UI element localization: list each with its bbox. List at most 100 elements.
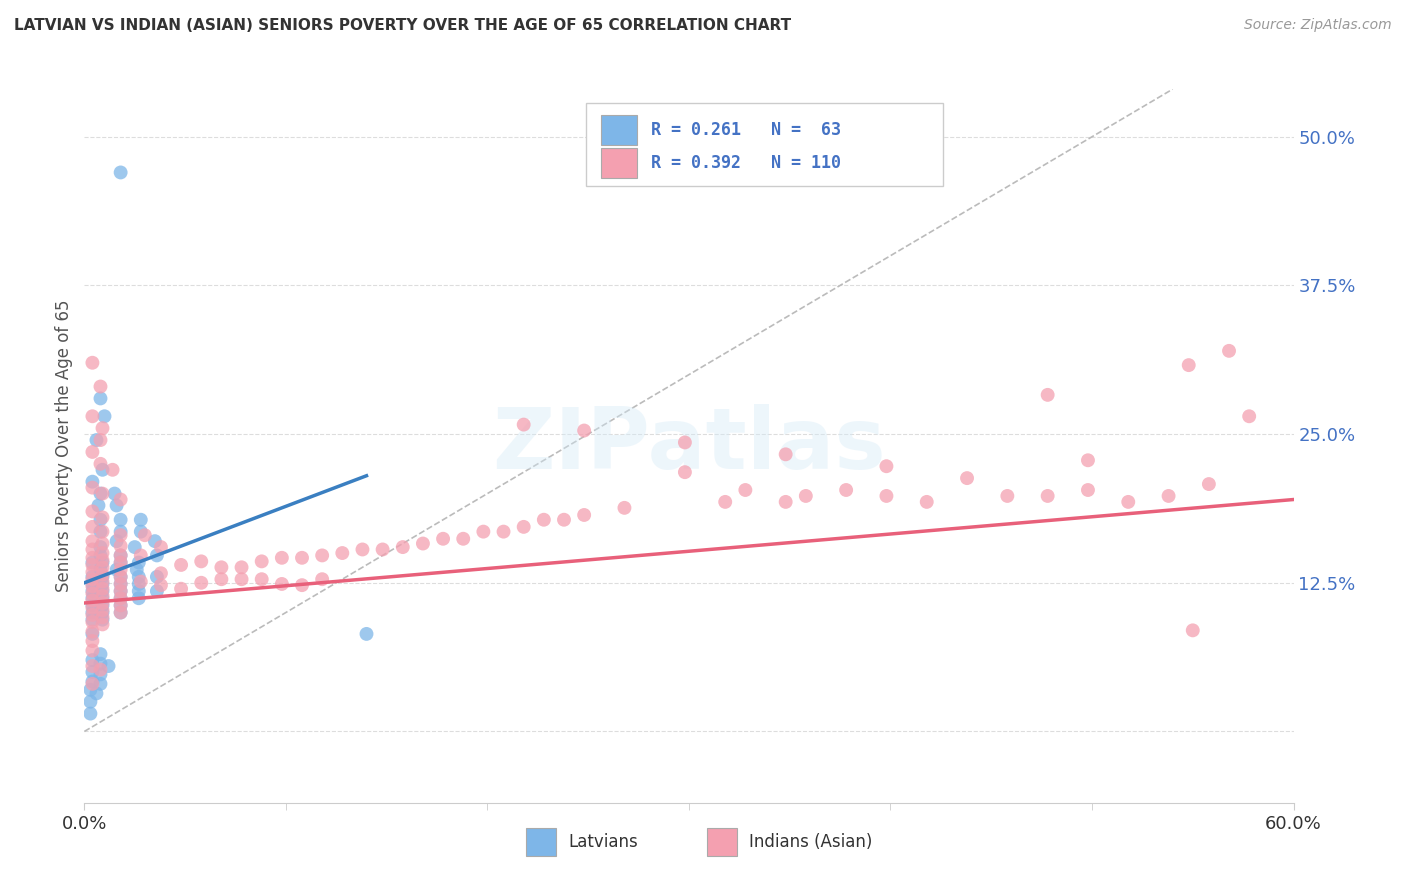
Point xyxy=(89,667,111,681)
Point xyxy=(915,495,938,509)
Point xyxy=(613,500,636,515)
Point xyxy=(110,591,132,606)
Point xyxy=(673,465,696,479)
Point xyxy=(89,647,111,661)
Point xyxy=(82,627,104,641)
Point xyxy=(110,599,132,613)
Point xyxy=(89,433,111,447)
Point xyxy=(89,540,111,554)
Point xyxy=(82,659,104,673)
Point xyxy=(512,417,534,432)
Point xyxy=(105,499,128,513)
Point xyxy=(82,504,104,518)
Point xyxy=(91,570,114,584)
Point xyxy=(91,584,114,599)
Point xyxy=(91,463,114,477)
Bar xyxy=(707,828,737,856)
Point xyxy=(91,582,114,596)
Point xyxy=(110,606,132,620)
Point xyxy=(1181,624,1204,638)
Point xyxy=(82,643,104,657)
Point xyxy=(110,577,132,591)
Point xyxy=(352,542,374,557)
Point xyxy=(82,634,104,648)
Point xyxy=(110,563,132,577)
Point xyxy=(93,409,115,424)
Point xyxy=(89,379,111,393)
Point xyxy=(101,463,124,477)
Point xyxy=(86,433,108,447)
Point xyxy=(82,593,104,607)
Point xyxy=(82,599,104,613)
Point xyxy=(311,572,333,586)
Point xyxy=(82,600,104,615)
Point xyxy=(82,542,104,557)
Text: LATVIAN VS INDIAN (ASIAN) SENIORS POVERTY OVER THE AGE OF 65 CORRELATION CHART: LATVIAN VS INDIAN (ASIAN) SENIORS POVERT… xyxy=(14,18,792,33)
Point xyxy=(91,577,114,591)
Point xyxy=(1198,477,1220,491)
Point xyxy=(492,524,515,539)
Point xyxy=(110,539,132,553)
Point xyxy=(775,495,797,509)
Point xyxy=(89,677,111,691)
Point xyxy=(209,560,232,574)
Point xyxy=(91,591,114,606)
Text: Latvians: Latvians xyxy=(568,833,638,851)
Point xyxy=(110,584,132,599)
Point xyxy=(82,565,104,579)
Point xyxy=(89,392,111,406)
Point xyxy=(775,447,797,461)
Point xyxy=(291,550,314,565)
Point xyxy=(110,584,132,599)
Point xyxy=(82,550,104,565)
Point xyxy=(89,657,111,671)
Bar xyxy=(600,148,637,178)
Point xyxy=(110,556,132,570)
Point xyxy=(170,582,193,596)
Point xyxy=(91,589,114,603)
Point xyxy=(432,532,454,546)
Point xyxy=(89,457,111,471)
Point xyxy=(572,508,595,522)
Point xyxy=(146,584,169,599)
FancyBboxPatch shape xyxy=(586,103,943,186)
Point xyxy=(146,570,169,584)
Point xyxy=(110,524,132,539)
Point xyxy=(143,534,166,549)
Point xyxy=(1077,453,1099,467)
Point xyxy=(533,513,555,527)
Point xyxy=(82,481,104,495)
Point xyxy=(87,499,110,513)
Point xyxy=(125,563,148,577)
Point xyxy=(110,492,132,507)
Point xyxy=(673,435,696,450)
Point xyxy=(91,613,114,627)
Y-axis label: Seniors Poverty Over the Age of 65: Seniors Poverty Over the Age of 65 xyxy=(55,300,73,592)
Bar xyxy=(526,828,555,856)
Point xyxy=(82,356,104,370)
Point xyxy=(1036,388,1059,402)
Point xyxy=(91,556,114,570)
Point xyxy=(89,486,111,500)
Point xyxy=(124,540,146,554)
Point xyxy=(129,574,152,589)
Point xyxy=(553,513,575,527)
Point xyxy=(82,534,104,549)
Point xyxy=(82,606,104,620)
Text: Indians (Asian): Indians (Asian) xyxy=(749,833,873,851)
Point xyxy=(89,513,111,527)
Point xyxy=(82,613,104,627)
Point xyxy=(512,520,534,534)
Point xyxy=(128,584,150,599)
Point xyxy=(1036,489,1059,503)
Point xyxy=(270,577,292,591)
Point xyxy=(82,409,104,424)
Point xyxy=(91,617,114,632)
Point xyxy=(91,599,114,613)
Point xyxy=(1116,495,1139,509)
Point xyxy=(110,549,132,563)
Point xyxy=(91,553,114,567)
Point xyxy=(82,556,104,570)
Point xyxy=(82,520,104,534)
Point xyxy=(110,591,132,606)
